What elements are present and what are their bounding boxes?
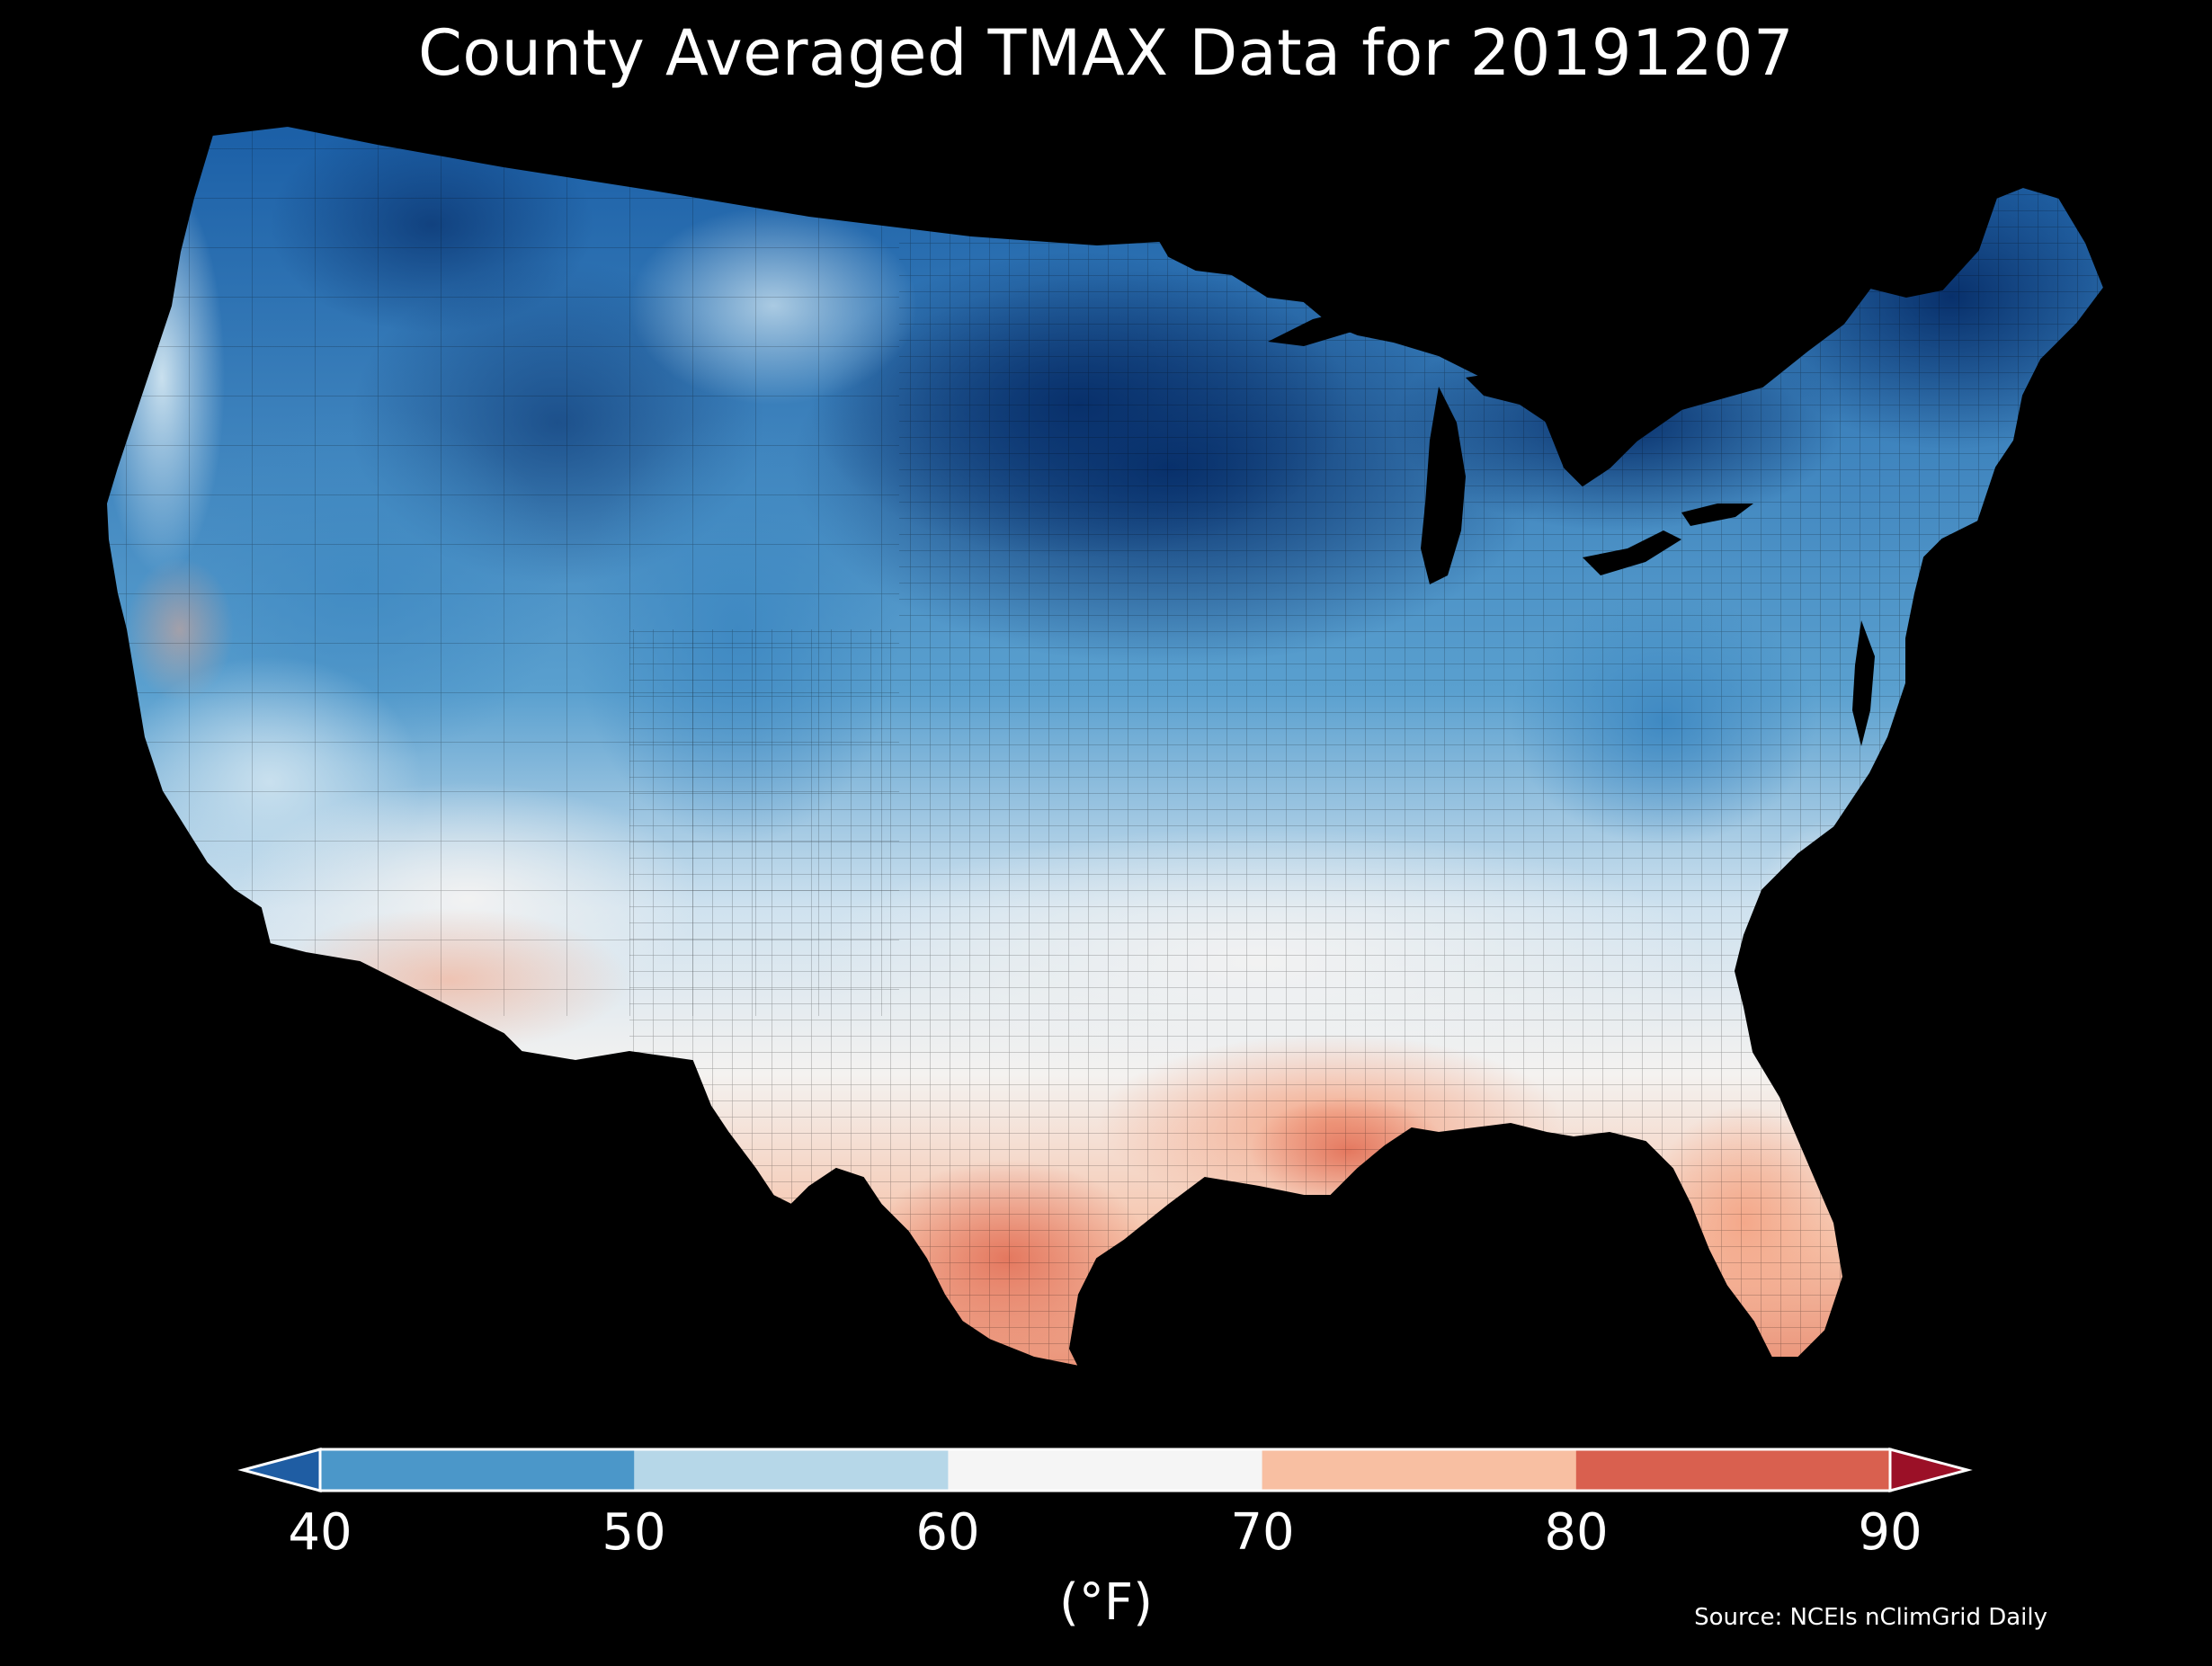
colorbar-extend-under — [237, 1448, 322, 1492]
map-title: County Averaged TMAX Data for 20191207 — [417, 16, 1795, 90]
great-lakes — [1268, 297, 1875, 746]
source-credit: Source: NCEIs nClimGrid Daily — [1694, 1604, 2047, 1631]
colorbar-bin — [1262, 1449, 1577, 1491]
colorbar-extend-over — [1888, 1448, 1973, 1492]
colorbar-tick-label: 60 — [915, 1503, 980, 1562]
colorbar-bin — [320, 1449, 635, 1491]
colorbar-tick-label: 40 — [288, 1503, 352, 1562]
colorbar-units-label: (°F) — [1059, 1573, 1153, 1632]
colorbar-bin — [1575, 1449, 1891, 1491]
colorbar-tick-label: 70 — [1230, 1503, 1295, 1562]
colorbar-bin — [948, 1449, 1263, 1491]
colorbar-tick-label: 50 — [602, 1503, 666, 1562]
colorbar-tick-label: 90 — [1858, 1503, 1922, 1562]
colorbar-tick-label: 80 — [1544, 1503, 1609, 1562]
colorbar-bin — [634, 1449, 949, 1491]
